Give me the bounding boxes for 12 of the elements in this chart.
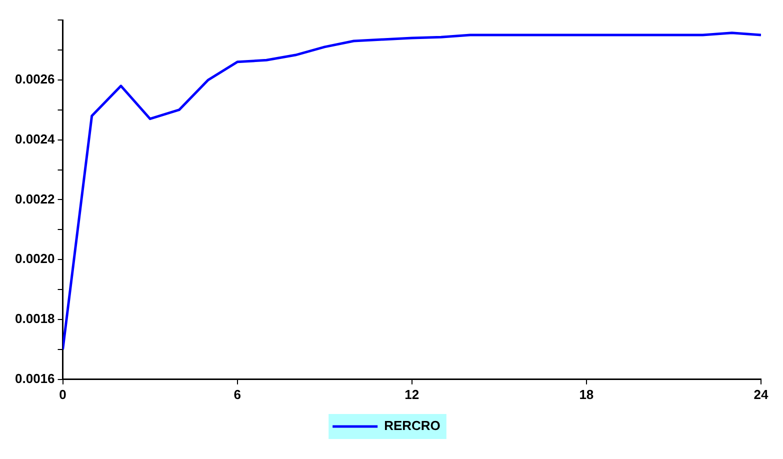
x-tick-label: 24: [754, 386, 769, 402]
y-tick-label: 0.0020: [14, 251, 55, 266]
y-tick-label: 0.0024: [14, 131, 56, 146]
x-tick-label: 18: [579, 386, 594, 402]
x-tick-label: 12: [404, 386, 420, 402]
legend-label: RERCRO: [384, 418, 440, 434]
y-tick-label: 0.0016: [14, 370, 55, 386]
y-tick-label: 0.0018: [14, 311, 55, 326]
x-tick-label: 0: [59, 386, 66, 402]
y-tick-label: 0.0022: [14, 191, 55, 206]
y-tick-label: 0.0026: [14, 71, 55, 86]
x-tick-label: 6: [234, 386, 241, 402]
